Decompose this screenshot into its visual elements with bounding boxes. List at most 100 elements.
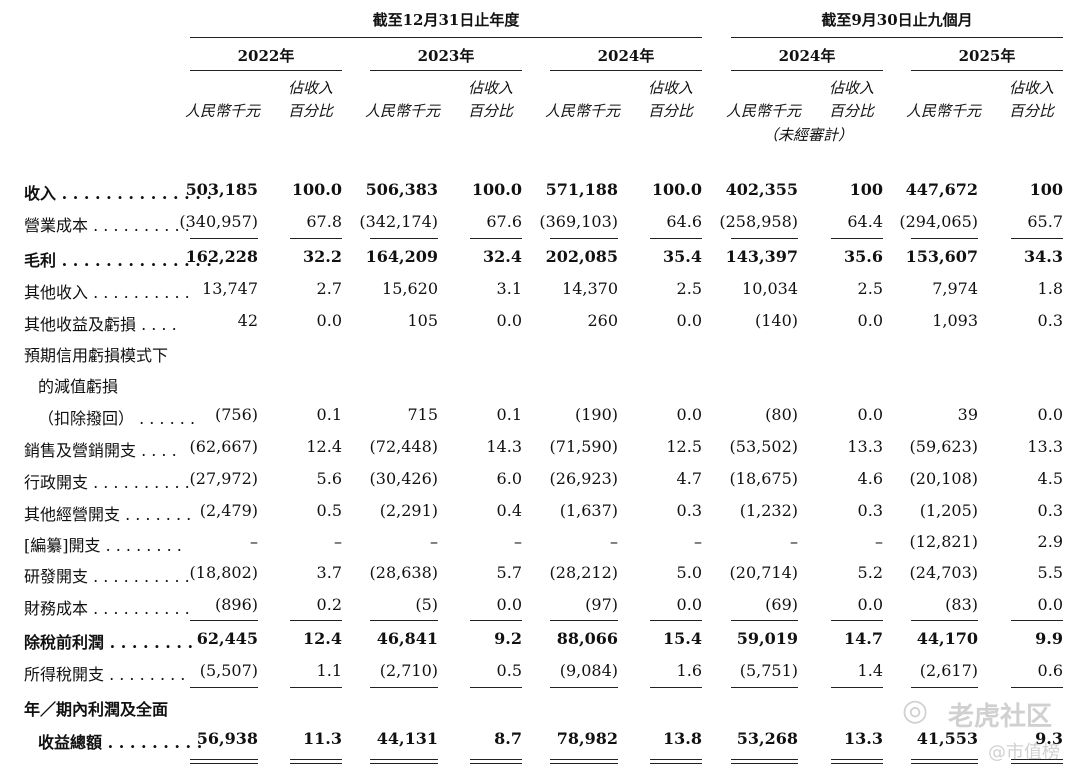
table-cell: 1.4 [857, 661, 883, 680]
table-cell: (340,957) [179, 212, 258, 231]
underline-rule [911, 763, 978, 764]
table-cell: 100 [1029, 180, 1063, 199]
table-cell: 0.3 [857, 501, 883, 520]
table-cell: 153,607 [905, 247, 978, 266]
underline-rule [911, 759, 978, 760]
table-cell: (53,502) [729, 437, 798, 456]
pct-label-2022-l2: 百分比 [288, 102, 334, 120]
table-cell: 0.5 [496, 661, 522, 680]
underline-rule [550, 238, 618, 239]
underline-rule [370, 687, 438, 688]
table-cell: 78,982 [556, 729, 618, 748]
table-cell: 1.8 [1037, 279, 1063, 298]
table-cell: (1,205) [919, 501, 978, 520]
table-cell: (24,703) [909, 563, 978, 582]
watermark-brand: 老虎社区 [948, 702, 1053, 732]
table-cell: 105 [407, 311, 438, 330]
table-cell: 13.3 [1027, 437, 1063, 456]
table-cell: 0.3 [1037, 311, 1063, 330]
table-cell: – [790, 532, 798, 551]
table-cell: 67.8 [306, 212, 342, 231]
table-cell: 46,841 [376, 629, 438, 648]
unit-label-2024: 人民幣千元 [545, 102, 621, 120]
table-cell: (20,108) [909, 469, 978, 488]
year-header-2024-9m: 2024年 [778, 47, 836, 65]
table-cell: 0.0 [316, 311, 342, 330]
table-cell: 12.5 [666, 437, 702, 456]
table-cell: 202,085 [545, 247, 618, 266]
underline-rule [550, 620, 618, 621]
underline-rule [290, 620, 342, 621]
table-cell: (12,821) [909, 532, 978, 551]
year-rule-2024 [550, 70, 702, 71]
pct-label-2024-l1: 佔收入 [648, 79, 694, 97]
row-label: 收益總額 . . . . . . . . . [38, 733, 203, 752]
row-label: 預期信用虧損模式下 [24, 346, 169, 365]
unit-label-2024-9m: 人民幣千元 [726, 102, 802, 120]
underline-rule [550, 687, 618, 688]
table-cell: (369,103) [539, 212, 618, 231]
row-label: 其他經營開支 . . . . . . . [24, 505, 192, 524]
table-cell: 100.0 [471, 180, 522, 199]
underline-rule [190, 620, 258, 621]
table-cell: 164,209 [365, 247, 438, 266]
table-cell: 0.0 [1037, 595, 1063, 614]
table-cell: (1,232) [739, 501, 798, 520]
pct-label-2025-9m-l2: 百分比 [1009, 102, 1055, 120]
table-cell: 5.6 [316, 469, 342, 488]
table-cell: 0.3 [676, 501, 702, 520]
table-cell: 14.7 [844, 629, 883, 648]
unit-label-2025-9m: 人民幣千元 [906, 102, 982, 120]
underline-rule [831, 687, 883, 688]
underline-rule [370, 620, 438, 621]
pct-label-2022-l1: 佔收入 [288, 79, 334, 97]
underline-rule [731, 759, 798, 760]
year-header-2024: 2024年 [597, 47, 655, 65]
underline-rule [290, 763, 342, 764]
table-cell: 5.2 [857, 563, 883, 582]
year-rule-2024-9m [731, 70, 883, 71]
underline-rule [290, 759, 342, 760]
header-group-fiscal-year: 截至12月31日止年度 [372, 11, 520, 29]
table-cell: (9,084) [559, 661, 618, 680]
table-cell: 0.0 [496, 595, 522, 614]
year-header-2025-9m: 2025年 [958, 47, 1016, 65]
underline-rule [831, 759, 883, 760]
row-label: [編纂]開支 . . . . . . . . [24, 536, 182, 555]
table-cell: 0.0 [857, 405, 883, 424]
table-cell: 9.9 [1035, 629, 1063, 648]
underline-rule [731, 620, 798, 621]
table-cell: (140) [754, 311, 798, 330]
table-cell: 67.6 [486, 212, 522, 231]
table-cell: 62,445 [196, 629, 258, 648]
underline-rule [550, 763, 618, 764]
table-cell: 5.5 [1037, 563, 1063, 582]
table-cell: (2,710) [379, 661, 438, 680]
table-cell: 4.5 [1037, 469, 1063, 488]
underline-rule [190, 763, 258, 764]
row-label: 的減值虧損 [38, 377, 119, 396]
underline-rule [1011, 620, 1063, 621]
year-header-2023: 2023年 [417, 47, 475, 65]
table-cell: 100.0 [651, 180, 702, 199]
table-cell: – [875, 532, 883, 551]
year-rule-2023 [370, 70, 522, 71]
underline-rule [1011, 238, 1063, 239]
table-cell: 0.0 [1037, 405, 1063, 424]
table-cell: 4.7 [676, 469, 702, 488]
table-cell: (756) [214, 405, 258, 424]
table-cell: 5.0 [676, 563, 702, 582]
table-cell: 2.7 [316, 279, 342, 298]
table-cell: (5,751) [739, 661, 798, 680]
table-cell: (59,623) [909, 437, 978, 456]
table-cell: 402,355 [725, 180, 798, 199]
table-cell: 1.6 [676, 661, 702, 680]
header-group-fiscal-year-rule [190, 37, 702, 38]
table-cell: 10,034 [742, 279, 798, 298]
underline-rule [650, 620, 702, 621]
table-cell: 5.7 [496, 563, 522, 582]
table-cell: 34.3 [1024, 247, 1063, 266]
table-cell: (258,958) [719, 212, 798, 231]
table-cell: 162,228 [185, 247, 258, 266]
table-cell: 3.1 [496, 279, 522, 298]
